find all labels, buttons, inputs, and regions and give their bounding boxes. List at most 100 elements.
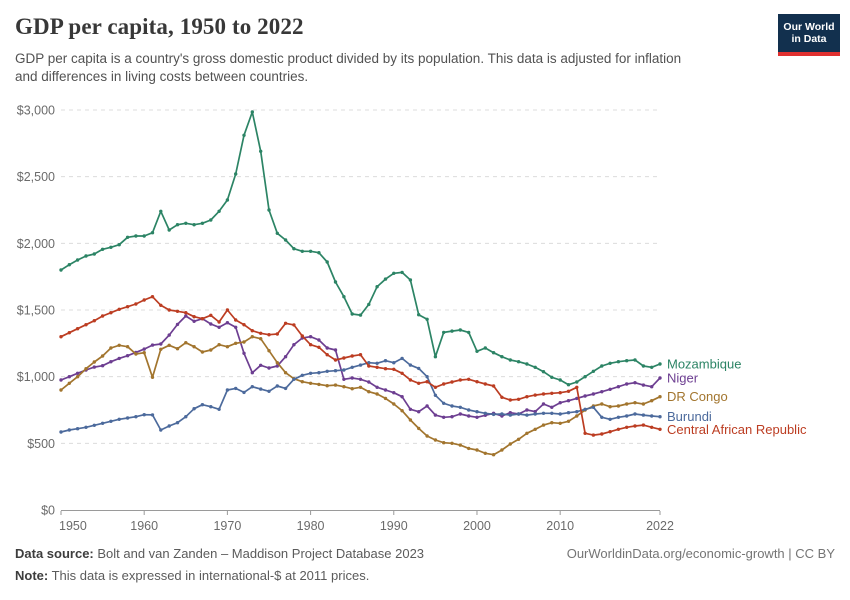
data-point-central-african-republic-1995 — [433, 385, 438, 389]
data-point-mozambique-1966 — [192, 223, 196, 227]
owid-citation-link[interactable]: OurWorldinData.org/economic-growth | CC … — [566, 546, 835, 561]
data-point-central-african-republic-2020 — [641, 423, 646, 427]
data-point-niger-1980 — [308, 335, 313, 339]
data-point-dr-congo-1986 — [358, 385, 363, 389]
data-point-niger-1991 — [400, 395, 404, 399]
data-point-niger-1957 — [117, 356, 121, 361]
data-point-central-african-republic-1963 — [167, 308, 171, 312]
data-point-mozambique-2019 — [633, 358, 637, 362]
data-point-central-african-republic-1961 — [150, 295, 155, 299]
data-point-dr-congo-1984 — [342, 385, 346, 389]
data-point-burundi-2013 — [583, 407, 587, 411]
x-tick-label: 1980 — [297, 519, 325, 533]
data-point-dr-congo-1974 — [259, 337, 263, 341]
series-end-label-central-african-republic[interactable]: Central African Republic — [667, 422, 807, 437]
data-point-central-african-republic-1968 — [209, 313, 213, 317]
data-point-niger-2013 — [583, 394, 587, 398]
data-point-niger-2006 — [525, 408, 529, 412]
data-point-mozambique-2009 — [550, 375, 554, 379]
data-point-niger-1997 — [450, 415, 454, 419]
data-point-central-african-republic-1992 — [408, 378, 413, 382]
data-point-burundi-1992 — [408, 363, 413, 367]
owid-logo[interactable]: Our World in Data — [778, 14, 840, 56]
data-point-central-african-republic-2017 — [616, 427, 621, 431]
data-point-mozambique-1990 — [392, 271, 396, 275]
data-point-burundi-2016 — [608, 417, 612, 421]
data-point-dr-congo-1968 — [209, 348, 213, 352]
data-point-burundi-2005 — [516, 412, 521, 416]
data-point-mozambique-1957 — [117, 243, 121, 247]
data-point-mozambique-1975 — [267, 208, 271, 212]
data-point-mozambique-1976 — [275, 231, 279, 235]
data-point-central-african-republic-1969 — [217, 320, 221, 324]
subtitle-line-2: and differences in living costs between … — [15, 69, 309, 84]
data-point-niger-2012 — [575, 396, 579, 401]
data-point-burundi-2002 — [491, 412, 496, 417]
data-point-central-african-republic-1953 — [84, 323, 88, 327]
data-point-mozambique-1978 — [292, 247, 296, 251]
data-point-central-african-republic-2004 — [508, 398, 512, 402]
data-point-mozambique-1988 — [375, 285, 379, 289]
data-point-niger-1963 — [167, 333, 171, 337]
data-point-mozambique-2022 — [658, 362, 662, 366]
data-point-central-african-republic-2021 — [650, 425, 654, 429]
data-point-central-african-republic-1987 — [367, 364, 371, 368]
data-point-niger-1975 — [267, 366, 271, 370]
y-tick-label: $3,000 — [17, 104, 55, 118]
data-point-burundi-1990 — [392, 361, 396, 365]
data-point-dr-congo-1996 — [442, 441, 446, 445]
data-point-central-african-republic-2015 — [600, 432, 604, 436]
data-point-niger-1962 — [159, 342, 163, 346]
data-point-central-african-republic-2011 — [566, 389, 571, 393]
data-point-dr-congo-2007 — [533, 427, 537, 431]
y-tick-label: $0 — [41, 504, 55, 518]
series-end-label-mozambique[interactable]: Mozambique — [667, 357, 741, 372]
data-point-central-african-republic-1970 — [225, 308, 230, 312]
data-point-central-african-republic-1952 — [75, 327, 80, 331]
data-point-burundi-1967 — [200, 403, 205, 407]
data-point-central-african-republic-2007 — [533, 393, 537, 397]
data-point-central-african-republic-2018 — [625, 425, 629, 429]
data-point-mozambique-1964 — [175, 223, 180, 227]
data-point-mozambique-2006 — [525, 362, 529, 366]
data-point-central-african-republic-1965 — [184, 311, 188, 315]
data-point-dr-congo-1988 — [375, 392, 379, 396]
data-point-central-african-republic-2000 — [475, 380, 479, 384]
data-point-niger-1976 — [275, 364, 279, 368]
series-end-label-dr-congo[interactable]: DR Congo — [667, 389, 728, 404]
data-point-burundi-1955 — [100, 421, 105, 425]
data-point-burundi-1979 — [300, 373, 304, 377]
data-point-dr-congo-2005 — [516, 437, 521, 441]
data-point-dr-congo-1989 — [383, 396, 388, 401]
data-point-burundi-1998 — [458, 405, 462, 409]
data-point-mozambique-1963 — [167, 228, 171, 232]
data-point-central-african-republic-2002 — [491, 384, 496, 388]
data-point-burundi-2012 — [575, 410, 579, 414]
data-point-niger-1970 — [225, 321, 230, 325]
data-point-mozambique-1971 — [234, 172, 238, 176]
data-point-dr-congo-1966 — [192, 345, 196, 349]
data-point-dr-congo-1995 — [433, 438, 438, 442]
data-point-mozambique-1961 — [150, 231, 155, 235]
data-point-dr-congo-1953 — [84, 367, 88, 371]
data-point-burundi-2000 — [475, 410, 479, 414]
data-point-central-african-republic-1955 — [100, 314, 105, 318]
data-point-dr-congo-1997 — [450, 441, 454, 445]
data-point-niger-1958 — [125, 354, 130, 358]
data-point-mozambique-1970 — [225, 198, 230, 202]
data-point-burundi-1988 — [375, 361, 379, 365]
series-end-label-burundi[interactable]: Burundi — [667, 409, 712, 424]
data-point-burundi-1980 — [308, 371, 313, 375]
data-point-central-african-republic-1993 — [417, 381, 421, 385]
data-point-burundi-1952 — [75, 427, 80, 431]
data-point-dr-congo-2003 — [500, 448, 504, 452]
data-point-central-african-republic-1981 — [317, 345, 321, 349]
data-point-central-african-republic-2022 — [658, 427, 662, 431]
data-point-mozambique-1959 — [134, 234, 138, 238]
series-end-label-niger[interactable]: Niger — [667, 371, 699, 386]
data-point-mozambique-1998 — [458, 328, 462, 332]
data-point-dr-congo-1979 — [300, 380, 304, 384]
data-point-burundi-1984 — [342, 368, 346, 372]
data-point-mozambique-1982 — [325, 260, 329, 264]
data-point-mozambique-1955 — [100, 247, 105, 251]
